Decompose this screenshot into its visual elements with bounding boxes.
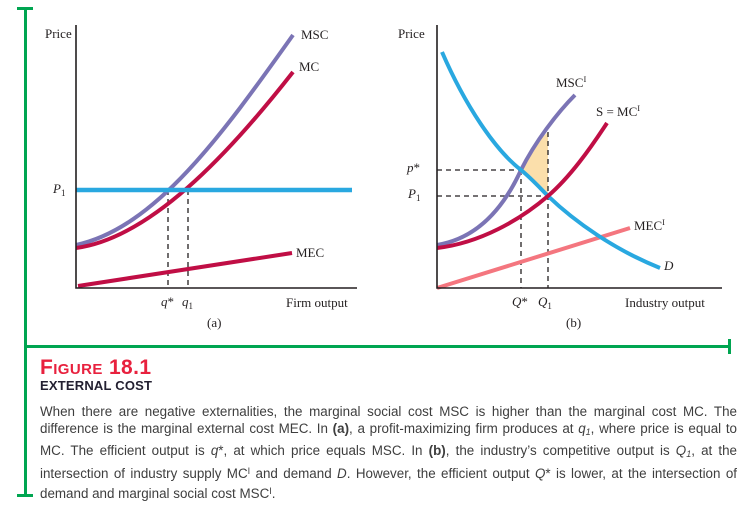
green-frame-bottom-cap [17, 494, 33, 497]
mc-curve-label: MC [299, 59, 320, 74]
msc-industry-label: MSCI [556, 74, 587, 90]
panel-b-label: (b) [566, 315, 582, 330]
chart-a-axes [75, 25, 357, 289]
caption-text: When there are negative externalities, t… [40, 404, 738, 501]
mec-industry-label: MECI [634, 217, 666, 233]
q-star-tick-label: q* [161, 294, 174, 309]
chart-a-x-axis-label: Firm output [286, 295, 348, 310]
supply-mc-industry-label: S = MCI [596, 103, 641, 119]
p1-axis-label: P1 [53, 181, 66, 198]
mec-industry-line [436, 226, 631, 290]
green-frame-horizontal-rule [24, 345, 730, 348]
supply-mc-industry-curve [436, 121, 609, 250]
demand-curve [440, 51, 661, 270]
figure-number: Figure 18.1 [40, 356, 152, 379]
chart-b-x-axis-label: Industry output [625, 295, 705, 310]
welfare-loss-shaded-region [521, 132, 548, 196]
green-frame-vertical-rule [24, 8, 27, 497]
msc-curve [75, 33, 295, 247]
q1-tick-label: q1 [182, 294, 193, 311]
mec-curve-label: MEC [296, 245, 325, 260]
mec-line [77, 251, 293, 288]
chart-a-y-axis-label: Price [45, 26, 72, 41]
figure-caption: Figure 18.1 EXTERNAL COST When there are… [40, 357, 737, 502]
mc-curve [75, 70, 295, 250]
msc-curve-label: MSC [301, 27, 329, 42]
chart-b-y-axis-label: Price [398, 26, 425, 41]
panel-a-label: (a) [207, 315, 222, 330]
demand-curve-label: D [664, 258, 674, 273]
q-star-tick-label-b: Q* [512, 294, 528, 309]
chart-b-axes [436, 25, 722, 289]
p-star-axis-label: p* [407, 160, 420, 175]
chart-b-canvas [436, 25, 722, 290]
q1-tick-label-b: Q1 [538, 294, 552, 311]
p1-axis-label-b: P1 [408, 186, 421, 203]
chart-a-canvas [75, 25, 357, 289]
figure-subtitle: EXTERNAL COST [40, 378, 153, 393]
green-frame-right-cap [728, 339, 731, 354]
